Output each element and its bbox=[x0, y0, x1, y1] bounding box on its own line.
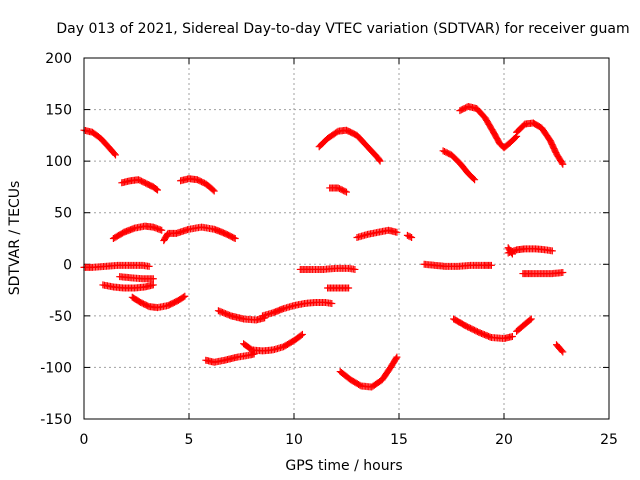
data-point bbox=[230, 234, 238, 242]
x-tick-label: 25 bbox=[600, 432, 618, 448]
data-point bbox=[393, 228, 401, 236]
data-point bbox=[508, 250, 516, 258]
data-point bbox=[558, 347, 566, 355]
data-point bbox=[559, 160, 567, 168]
series-arc-27 bbox=[519, 269, 567, 278]
x-tick-label: 20 bbox=[495, 432, 513, 448]
x-tick-label: 5 bbox=[185, 432, 194, 448]
series-arc-07 bbox=[116, 273, 157, 283]
data-point bbox=[343, 188, 350, 196]
data-point bbox=[527, 315, 535, 323]
series-arc-26 bbox=[504, 244, 516, 258]
series-arc-08 bbox=[99, 281, 157, 292]
data-point bbox=[298, 330, 306, 338]
data-point bbox=[345, 284, 353, 292]
series-arc-01 bbox=[80, 126, 119, 159]
data-point bbox=[508, 249, 516, 257]
data-point bbox=[471, 176, 479, 184]
data-point bbox=[152, 185, 160, 193]
data-point bbox=[548, 247, 556, 255]
data-point bbox=[393, 353, 401, 361]
series-arc-29 bbox=[513, 315, 535, 335]
y-axis-label: SDTVAR / TECUs bbox=[7, 181, 23, 296]
x-axis-label: GPS time / hours bbox=[285, 458, 402, 474]
series-arc-02 bbox=[118, 176, 161, 194]
series-arc-18 bbox=[353, 226, 401, 241]
x-tick-label: 10 bbox=[285, 432, 303, 448]
y-tick-label: 200 bbox=[45, 51, 72, 67]
series-arc-22 bbox=[439, 147, 479, 184]
series-arc-19 bbox=[403, 231, 416, 241]
series-arc-23 bbox=[456, 102, 521, 152]
data-point bbox=[158, 226, 166, 234]
data-point bbox=[149, 281, 157, 289]
data-point bbox=[145, 262, 153, 270]
data-point bbox=[341, 187, 349, 195]
data-point bbox=[558, 159, 566, 167]
series-arc-13 bbox=[240, 330, 306, 355]
series-arc-17 bbox=[326, 184, 350, 196]
data-point bbox=[180, 293, 188, 301]
data-point bbox=[559, 269, 567, 277]
data-point bbox=[376, 157, 384, 165]
chart-title: Day 013 of 2021, Sidereal Day-to-day VTE… bbox=[56, 21, 629, 37]
series-arc-16 bbox=[315, 126, 384, 165]
series-arc-06 bbox=[80, 261, 153, 271]
data-points bbox=[80, 102, 567, 391]
data-point bbox=[328, 299, 336, 307]
x-tick-label: 0 bbox=[80, 432, 89, 448]
series-arc-28 bbox=[450, 315, 516, 343]
series-arc-09 bbox=[128, 292, 189, 312]
x-tick-label: 15 bbox=[390, 432, 408, 448]
data-point bbox=[231, 235, 239, 242]
series-arc-11 bbox=[259, 298, 336, 320]
series-arc-15 bbox=[324, 284, 353, 292]
y-tick-label: 100 bbox=[45, 154, 72, 170]
axis-ticks: 0 5 10 15 20 25 -150 -100 -50 0 50 100 150 200 bbox=[40, 51, 618, 448]
grid-lines bbox=[84, 58, 609, 419]
data-point bbox=[181, 292, 189, 300]
data-point bbox=[406, 233, 414, 241]
data-point bbox=[375, 156, 383, 164]
data-point bbox=[297, 331, 305, 339]
data-point bbox=[408, 233, 416, 241]
series-arc-21 bbox=[420, 260, 495, 270]
series-arc-14 bbox=[296, 264, 359, 273]
data-point bbox=[209, 186, 217, 194]
series-arc-04 bbox=[109, 222, 166, 242]
data-point bbox=[470, 175, 478, 183]
data-point bbox=[351, 265, 359, 273]
plot-frame bbox=[83, 57, 610, 420]
y-tick-label: -150 bbox=[40, 412, 72, 428]
series-arc-24 bbox=[513, 119, 567, 168]
data-point bbox=[110, 150, 118, 158]
series-arc-20 bbox=[336, 353, 401, 391]
y-tick-label: 50 bbox=[54, 206, 72, 222]
series-arc-30 bbox=[553, 341, 567, 356]
data-point bbox=[112, 151, 119, 159]
series-arc-12 bbox=[202, 350, 258, 366]
y-tick-label: 0 bbox=[63, 257, 72, 273]
series-arc-03 bbox=[177, 175, 218, 195]
data-point bbox=[512, 133, 520, 141]
data-point bbox=[487, 261, 495, 269]
series-arc-05 bbox=[160, 223, 239, 245]
data-point bbox=[210, 187, 218, 195]
data-point bbox=[149, 275, 157, 283]
data-point bbox=[526, 316, 534, 324]
y-tick-label: -50 bbox=[49, 309, 72, 325]
data-point bbox=[154, 186, 161, 194]
y-tick-label: 150 bbox=[45, 103, 72, 119]
data-point bbox=[392, 354, 400, 362]
data-point bbox=[559, 348, 567, 356]
y-tick-label: -100 bbox=[40, 360, 72, 376]
data-point bbox=[508, 332, 516, 340]
